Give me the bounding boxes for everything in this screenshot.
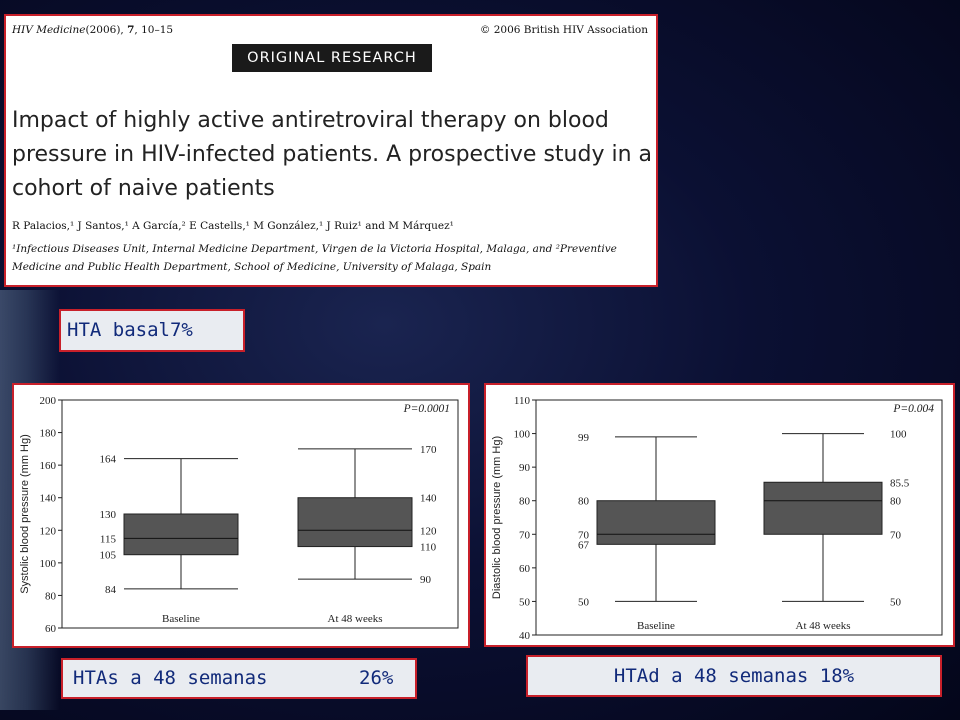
hta-basal-label: HTA basal7% xyxy=(59,309,245,352)
value-label: 130 xyxy=(100,509,117,521)
value-label: 100 xyxy=(890,429,907,441)
y-tick-label: 200 xyxy=(40,395,57,407)
value-label: 84 xyxy=(105,584,117,596)
diastolic-boxplot: 40 50 60 70 80 90 100 110 Diastolic blood pressu… xyxy=(491,395,943,642)
x-category-label: Baseline xyxy=(162,613,200,625)
y-tick-label: 100 xyxy=(514,429,531,441)
y-tick-label: 160 xyxy=(40,460,57,472)
journal-citation: HIV Medicine(2006), 7, 10–15 xyxy=(12,24,174,36)
y-tick-label: 100 xyxy=(40,558,57,570)
value-label: 70 xyxy=(890,529,902,541)
p-value: P=0.0001 xyxy=(403,403,450,415)
x-category-label: Baseline xyxy=(637,620,675,632)
plot-frame xyxy=(61,399,459,629)
value-label: 140 xyxy=(420,493,437,505)
htas-label: HTAs a 48 semanas 26% xyxy=(61,658,417,699)
y-tick-label: 80 xyxy=(45,590,57,602)
y-tick-label: 60 xyxy=(45,623,57,635)
paper-title: Impact of highly active antiretroviral t… xyxy=(12,108,652,201)
y-tick-label: 70 xyxy=(519,529,531,541)
value-label: 50 xyxy=(578,596,590,608)
y-tick-label: 110 xyxy=(514,395,531,407)
value-label: 85.5 xyxy=(890,477,910,489)
value-label: 105 xyxy=(100,550,117,562)
p-value: P=0.004 xyxy=(892,403,934,415)
y-axis-label: Diastolic blood pressure (mm Hg) xyxy=(491,436,503,599)
y-tick-label: 120 xyxy=(40,525,57,537)
value-label: 50 xyxy=(890,596,902,608)
value-label: 99 xyxy=(578,432,590,444)
htas-percent: 26% xyxy=(359,667,394,689)
y-tick-label: 80 xyxy=(519,496,531,508)
paper-authors: R Palacios,¹ J Santos,¹ A García,² E Cas… xyxy=(12,220,454,232)
copyright: © 2006 British HIV Association xyxy=(479,24,648,36)
htas-text: HTAs a 48 semanas xyxy=(73,667,268,689)
value-label: 80 xyxy=(578,496,590,508)
y-tick-label: 140 xyxy=(40,493,57,505)
x-category-label: At 48 weeks xyxy=(328,613,383,625)
box xyxy=(763,481,883,535)
x-category-label: At 48 weeks xyxy=(796,620,851,632)
y-tick-label: 40 xyxy=(519,630,531,642)
y-axis-label: Systolic blood pressure (mm Hg) xyxy=(19,434,31,594)
y-tick-label: 60 xyxy=(519,563,531,575)
systolic-chart: 60 80 100 120 140 160 180 200 Systolic blood pre… xyxy=(12,383,470,648)
systolic-boxplot: 60 80 100 120 140 160 180 200 Systolic blood pre… xyxy=(19,395,459,635)
value-label: 164 xyxy=(100,454,117,466)
y-tick-label: 90 xyxy=(519,462,531,474)
box xyxy=(297,497,413,548)
paper-affiliations: ¹Infectious Diseases Unit, Internal Medi… xyxy=(12,243,617,273)
value-label: 120 xyxy=(420,525,437,537)
paper-header-image: HIV Medicine(2006), 7, 10–15 © 2006 Brit… xyxy=(4,14,658,287)
diastolic-chart: 40 50 60 70 80 90 100 110 Diastolic blood pressu… xyxy=(484,383,955,647)
value-label: 80 xyxy=(890,496,902,508)
value-label: 110 xyxy=(420,542,437,554)
value-label: 70 xyxy=(578,529,590,541)
value-label: 90 xyxy=(420,574,432,586)
value-label: 170 xyxy=(420,444,437,456)
box xyxy=(123,513,239,556)
htad-label: HTAd a 48 semanas 18% xyxy=(526,655,942,697)
value-label: 115 xyxy=(100,533,117,545)
value-label: 67 xyxy=(578,539,590,551)
y-tick-label: 180 xyxy=(40,428,57,440)
section-label: ORIGINAL RESEARCH xyxy=(232,44,432,72)
box xyxy=(596,500,716,545)
y-tick-label: 50 xyxy=(519,596,531,608)
plot-frame xyxy=(535,399,943,636)
